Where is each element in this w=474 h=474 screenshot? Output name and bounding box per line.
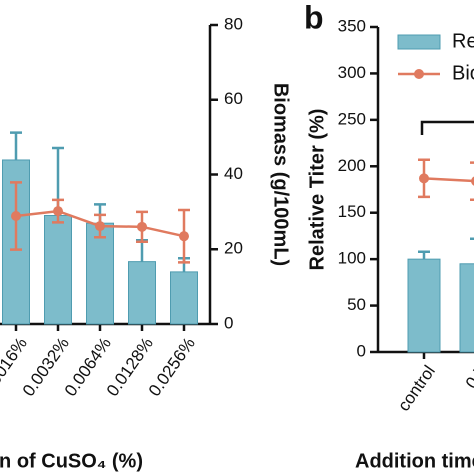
point (471, 176, 474, 186)
y-axis-title: Relative Titer (%) (306, 109, 328, 271)
y2-tick-label: 20 (224, 239, 243, 258)
point (137, 221, 147, 232)
panel-label: b (304, 0, 324, 35)
bar (459, 263, 474, 353)
y-tick-label: 200 (338, 156, 366, 175)
legend-label: Biomass (452, 62, 474, 84)
significance-bracket (420, 120, 474, 135)
legend-label: Relative Titer (452, 30, 474, 52)
point (419, 173, 429, 184)
y-tick-label: 350 (338, 16, 366, 35)
error-bar (470, 161, 474, 201)
y2-tick-label: 0 (224, 313, 233, 332)
x-tick-label: 0 h (462, 362, 474, 392)
y2-axis-title: Biomass (g/100mL) (270, 83, 292, 266)
y-tick-label: 300 (338, 63, 366, 82)
y2-tick-label: 40 (224, 164, 243, 183)
line (423, 177, 474, 183)
error-bar (10, 131, 22, 160)
x-tick-label: control (394, 362, 439, 415)
x-axis-title: Addition time (355, 450, 474, 472)
bar (128, 261, 156, 325)
bar (170, 271, 198, 325)
y-tick-label: 250 (338, 109, 366, 128)
legend-swatch (414, 69, 424, 79)
error-bar (418, 250, 430, 260)
bar (44, 215, 72, 325)
y-tick-label: 50 (347, 295, 366, 314)
bar (407, 258, 441, 353)
y2-tick-label: 80 (224, 14, 243, 33)
y-tick-label: 0 (357, 341, 366, 360)
error-bar (136, 239, 148, 262)
point (95, 221, 105, 232)
y2-tick-label: 60 (224, 89, 243, 108)
point (53, 206, 63, 217)
x-axis-title: Concentration of CuSO₄ (%) (0, 450, 143, 472)
legend-swatch (397, 34, 441, 50)
point (11, 210, 21, 221)
point (179, 231, 189, 242)
y-tick-label: 100 (338, 249, 366, 268)
bar (86, 222, 114, 325)
y-tick-label: 150 (338, 202, 366, 221)
error-bar (470, 237, 474, 240)
